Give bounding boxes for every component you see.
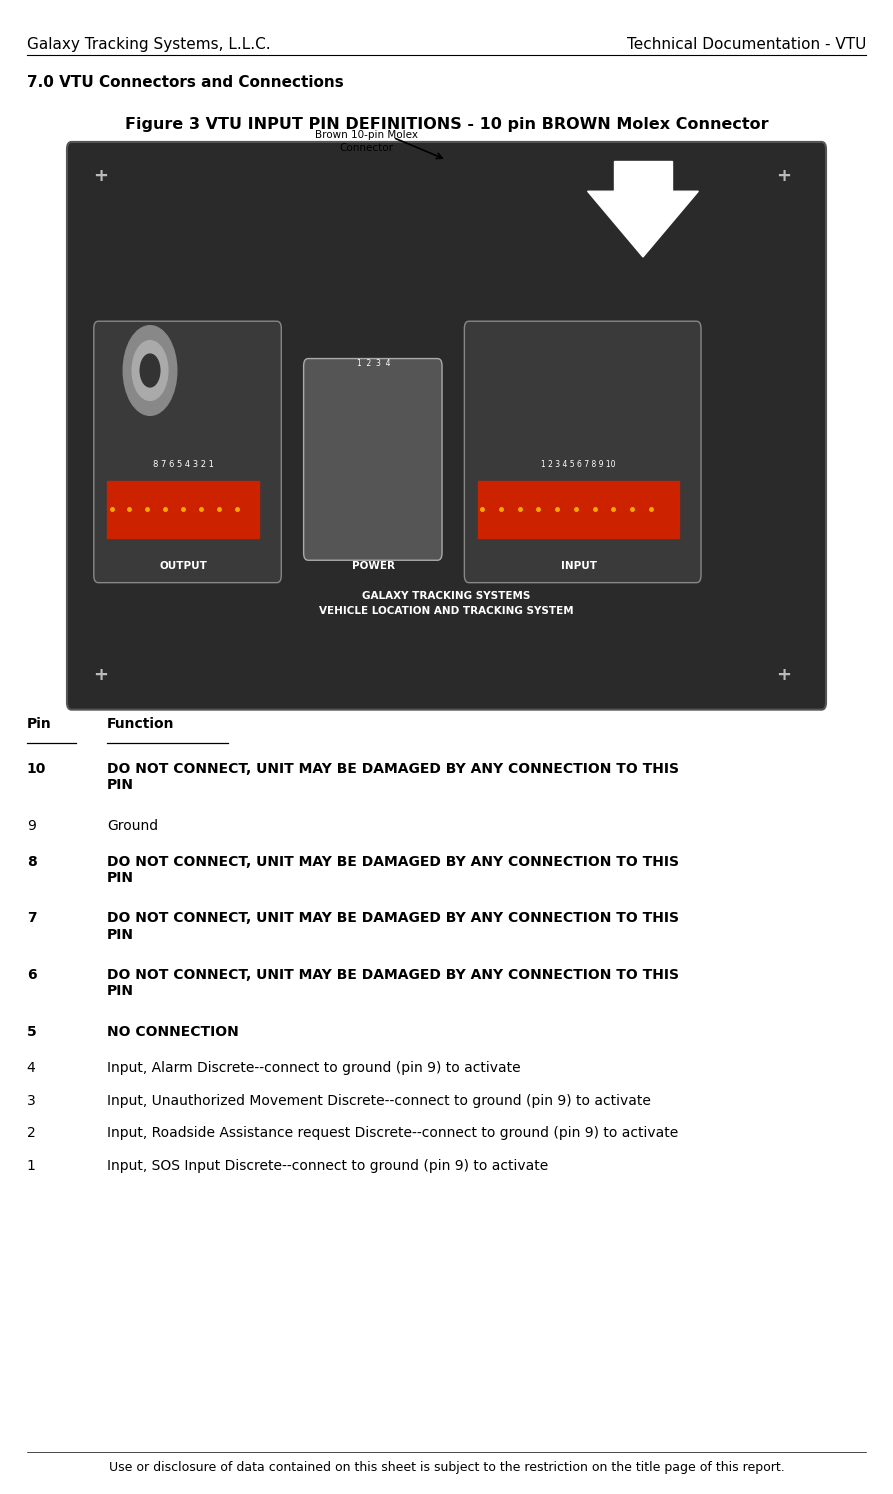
FancyBboxPatch shape xyxy=(478,481,679,538)
Text: 8: 8 xyxy=(27,855,37,868)
Text: Input, Unauthorized Movement Discrete--connect to ground (pin 9) to activate: Input, Unauthorized Movement Discrete--c… xyxy=(107,1094,651,1107)
FancyBboxPatch shape xyxy=(304,359,442,560)
Text: Technical Documentation - VTU: Technical Documentation - VTU xyxy=(627,37,866,52)
Polygon shape xyxy=(588,191,698,257)
Text: Galaxy Tracking Systems, L.L.C.: Galaxy Tracking Systems, L.L.C. xyxy=(27,37,271,52)
Text: +: + xyxy=(777,167,791,185)
Text: 4: 4 xyxy=(27,1061,36,1074)
Text: DO NOT CONNECT, UNIT MAY BE DAMAGED BY ANY CONNECTION TO THIS
PIN: DO NOT CONNECT, UNIT MAY BE DAMAGED BY A… xyxy=(107,762,680,792)
Text: +: + xyxy=(777,666,791,684)
Text: Ground: Ground xyxy=(107,819,158,832)
Text: 2: 2 xyxy=(27,1126,36,1140)
Circle shape xyxy=(132,341,168,400)
Text: 7.0 VTU Connectors and Connections: 7.0 VTU Connectors and Connections xyxy=(27,75,344,90)
Text: Use or disclosure of data contained on this sheet is subject to the restriction : Use or disclosure of data contained on t… xyxy=(109,1461,784,1475)
Text: 8 7 6 5 4 3 2 1: 8 7 6 5 4 3 2 1 xyxy=(153,460,213,469)
Text: DO NOT CONNECT, UNIT MAY BE DAMAGED BY ANY CONNECTION TO THIS
PIN: DO NOT CONNECT, UNIT MAY BE DAMAGED BY A… xyxy=(107,855,680,884)
Text: +: + xyxy=(94,167,108,185)
Text: Function: Function xyxy=(107,717,175,731)
Text: NO CONNECTION: NO CONNECTION xyxy=(107,1025,239,1038)
Text: Pin: Pin xyxy=(27,717,52,731)
Text: 3: 3 xyxy=(27,1094,36,1107)
Text: 6: 6 xyxy=(27,968,37,982)
Text: GALAXY TRACKING SYSTEMS
VEHICLE LOCATION AND TRACKING SYSTEM: GALAXY TRACKING SYSTEMS VEHICLE LOCATION… xyxy=(319,590,574,616)
Text: DO NOT CONNECT, UNIT MAY BE DAMAGED BY ANY CONNECTION TO THIS
PIN: DO NOT CONNECT, UNIT MAY BE DAMAGED BY A… xyxy=(107,968,680,998)
Text: 1: 1 xyxy=(27,1159,36,1173)
Text: OUTPUT: OUTPUT xyxy=(159,560,207,571)
Text: Figure 3 VTU INPUT PIN DEFINITIONS - 10 pin BROWN Molex Connector: Figure 3 VTU INPUT PIN DEFINITIONS - 10 … xyxy=(125,117,768,131)
Text: Brown 10-pin Molex
Connector: Brown 10-pin Molex Connector xyxy=(314,130,418,154)
Polygon shape xyxy=(614,161,672,191)
Text: 10: 10 xyxy=(27,762,46,775)
Text: DO NOT CONNECT, UNIT MAY BE DAMAGED BY ANY CONNECTION TO THIS
PIN: DO NOT CONNECT, UNIT MAY BE DAMAGED BY A… xyxy=(107,911,680,941)
FancyBboxPatch shape xyxy=(464,321,701,583)
Text: 1  2  3  4: 1 2 3 4 xyxy=(356,359,390,368)
FancyBboxPatch shape xyxy=(67,142,826,710)
Text: 5: 5 xyxy=(27,1025,37,1038)
Circle shape xyxy=(140,354,160,387)
Text: Input, Alarm Discrete--connect to ground (pin 9) to activate: Input, Alarm Discrete--connect to ground… xyxy=(107,1061,521,1074)
Text: 9: 9 xyxy=(27,819,36,832)
Text: POWER: POWER xyxy=(352,560,395,571)
Text: +: + xyxy=(94,666,108,684)
Text: INPUT: INPUT xyxy=(561,560,597,571)
Text: Input, SOS Input Discrete--connect to ground (pin 9) to activate: Input, SOS Input Discrete--connect to gr… xyxy=(107,1159,548,1173)
Text: 1 2 3 4 5 6 7 8 9 10: 1 2 3 4 5 6 7 8 9 10 xyxy=(541,460,616,469)
FancyBboxPatch shape xyxy=(94,321,281,583)
FancyBboxPatch shape xyxy=(107,481,259,538)
Circle shape xyxy=(123,326,177,415)
Text: Input, Roadside Assistance request Discrete--connect to ground (pin 9) to activa: Input, Roadside Assistance request Discr… xyxy=(107,1126,679,1140)
Text: 7: 7 xyxy=(27,911,37,925)
